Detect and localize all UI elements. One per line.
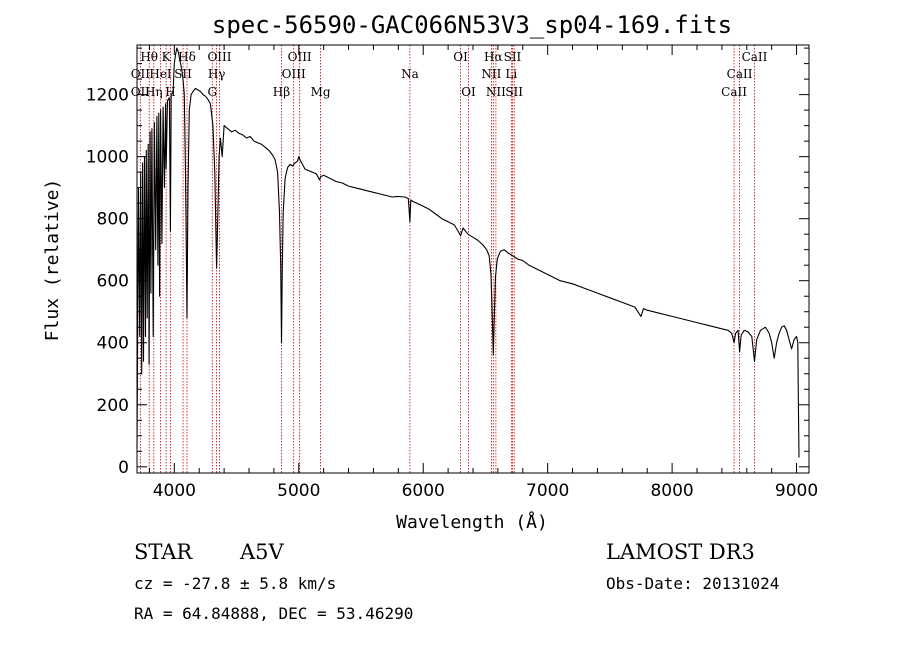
line-marker-label: Hβ xyxy=(273,85,290,99)
line-marker-label: Li xyxy=(505,67,517,81)
y-tick-label: 0 xyxy=(118,458,129,478)
line-marker-label: HeI xyxy=(149,67,172,81)
line-marker-label: SII xyxy=(504,50,522,64)
survey-name: LAMOST DR3 xyxy=(606,540,755,564)
line-marker-label: SII xyxy=(174,67,192,81)
line-marker-label: Mg xyxy=(311,85,331,99)
line-marker-label: SII xyxy=(505,85,523,99)
y-axis-label: Flux (relative) xyxy=(42,179,63,342)
y-tick-label: 1200 xyxy=(86,86,129,106)
object-class: STAR xyxy=(134,540,193,564)
line-marker-label: CaII xyxy=(742,50,768,64)
line-marker-label: Hγ xyxy=(208,67,226,81)
line-marker-label: NII xyxy=(486,85,506,99)
y-tick-label: 400 xyxy=(97,334,129,354)
line-marker-label: CaII xyxy=(721,85,747,99)
x-tick-label: 4000 xyxy=(153,481,196,501)
line-marker-label: K xyxy=(162,50,172,64)
chart-title: spec-56590-GAC066N53V3_sp04-169.fits xyxy=(212,11,732,39)
spectrum-line-0 xyxy=(136,47,800,458)
y-tick-label: 1000 xyxy=(86,148,129,168)
x-tick-label: 8000 xyxy=(650,481,693,501)
line-marker-label: OIII xyxy=(282,67,306,81)
line-marker-label: Hα xyxy=(484,50,503,64)
x-tick-label: 5000 xyxy=(277,481,320,501)
line-marker-label: Hθ xyxy=(140,50,158,64)
line-marker-label: Na xyxy=(401,67,419,81)
x-axis-ticks: 4000 5000 6000 7000 8000 9000 xyxy=(148,45,818,501)
coordinates: RA = 64.84888, DEC = 53.46290 xyxy=(134,604,413,623)
y-tick-label: 200 xyxy=(97,396,129,416)
redshift-velocity: cz = -27.8 ± 5.8 km/s xyxy=(134,574,336,593)
emission-line-markers xyxy=(139,45,755,473)
x-tick-label: 6000 xyxy=(402,481,445,501)
object-subclass: A5V xyxy=(239,540,285,564)
line-marker-label: OIII xyxy=(207,50,231,64)
x-axis-label: Wavelength (Å) xyxy=(396,511,548,533)
y-axis-ticks: 0 200 400 600 800 1000 1200 xyxy=(86,47,809,478)
x-tick-label: 7000 xyxy=(526,481,569,501)
line-marker-label: OIII xyxy=(288,50,312,64)
x-tick-label: 9000 xyxy=(775,481,818,501)
line-marker-label: OI xyxy=(453,50,468,64)
line-marker-label: H xyxy=(165,85,175,99)
y-tick-label: 600 xyxy=(97,272,129,292)
line-marker-label: Hδ xyxy=(178,50,196,64)
plot-frame xyxy=(136,44,810,474)
line-marker-label: Hη xyxy=(145,85,163,99)
y-tick-label: 800 xyxy=(97,210,129,230)
line-marker-label: G xyxy=(207,85,217,99)
line-marker-label: NII xyxy=(481,67,501,81)
line-marker-label: OII xyxy=(131,85,151,99)
line-marker-label: OII xyxy=(131,67,151,81)
observation-date: Obs-Date: 20131024 xyxy=(606,574,779,593)
spectrum-layer xyxy=(136,47,800,458)
line-marker-label: OI xyxy=(461,85,476,99)
line-marker-label: CaII xyxy=(727,67,753,81)
